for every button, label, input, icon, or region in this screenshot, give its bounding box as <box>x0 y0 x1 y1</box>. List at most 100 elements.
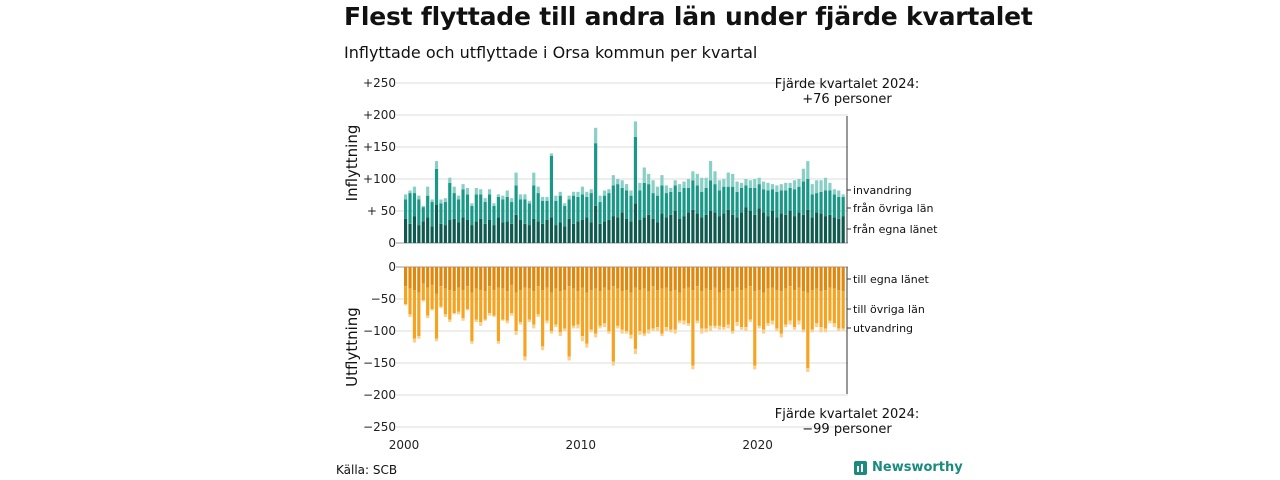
bar-out-2 <box>563 328 567 331</box>
y-tick-label: −150 <box>363 356 396 370</box>
bar-out-1 <box>739 290 744 328</box>
bar-out-1 <box>487 286 492 314</box>
bar-in-1 <box>695 185 699 214</box>
bar-out-2 <box>594 333 598 338</box>
bar-out-2 <box>642 333 646 337</box>
bar-out-2 <box>810 329 814 333</box>
y-tick-label: +150 <box>363 140 396 154</box>
bar-out-1 <box>638 290 642 331</box>
bar-out-2 <box>686 323 691 326</box>
bar-out-1 <box>642 288 646 334</box>
bar-in-1 <box>510 202 514 224</box>
bar-out-2 <box>589 329 593 333</box>
bar-in-0 <box>660 213 664 243</box>
bar-in-0 <box>695 213 699 243</box>
bar-in-2 <box>426 186 430 196</box>
bar-out-0 <box>823 267 828 291</box>
bar-in-0 <box>527 225 531 243</box>
bar-in-1 <box>479 194 483 219</box>
bar-in-1 <box>762 189 766 213</box>
bar-out-1 <box>810 290 814 330</box>
bar-out-0 <box>457 267 461 288</box>
bar-out-0 <box>602 267 607 288</box>
bar-out-2 <box>430 309 434 311</box>
bar-in-0 <box>713 212 717 243</box>
bar-in-0 <box>757 208 761 243</box>
bar-out-2 <box>571 325 576 329</box>
bar-in-1 <box>541 200 545 224</box>
bar-out-2 <box>510 313 514 316</box>
bar-in-2 <box>443 198 447 203</box>
bar-in-2 <box>527 200 531 204</box>
bar-in-1 <box>660 185 664 214</box>
bar-in-0 <box>686 212 691 243</box>
bar-out-1 <box>704 288 708 329</box>
bar-in-0 <box>474 221 478 243</box>
bar-in-2 <box>532 172 536 186</box>
bar-in-2 <box>496 194 500 197</box>
bar-in-1 <box>766 190 770 217</box>
bar-in-0 <box>479 218 483 243</box>
bar-in-2 <box>523 194 527 200</box>
bar-in-2 <box>510 198 514 203</box>
bar-in-0 <box>766 216 770 243</box>
bar-in-0 <box>625 218 629 243</box>
bar-out-0 <box>753 267 757 292</box>
bar-out-0 <box>421 267 425 284</box>
bar-in-2 <box>735 181 739 192</box>
bar-out-2 <box>722 327 726 330</box>
bar-out-2 <box>819 327 823 333</box>
bar-in-0 <box>457 222 461 243</box>
bar-out-0 <box>580 267 584 288</box>
bar-out-2 <box>523 356 527 361</box>
bar-out-2 <box>434 338 439 342</box>
bar-in-0 <box>770 211 775 243</box>
bar-out-2 <box>514 331 518 335</box>
bar-in-0 <box>704 214 708 243</box>
bar-in-2 <box>434 161 439 169</box>
bar-in-0 <box>567 218 571 243</box>
bar-in-0 <box>430 226 434 243</box>
bar-out-2 <box>505 320 509 324</box>
bar-in-0 <box>523 223 527 243</box>
bar-in-0 <box>633 203 638 243</box>
bar-in-0 <box>611 216 615 243</box>
bar-in-0 <box>421 221 425 243</box>
bar-out-0 <box>664 267 668 288</box>
bar-in-2 <box>801 168 805 182</box>
bar-out-2 <box>549 331 554 334</box>
bar-out-2 <box>457 311 461 315</box>
bar-out-0 <box>792 267 797 291</box>
bar-out-1 <box>439 286 443 307</box>
bar-out-2 <box>638 331 642 335</box>
bar-in-2 <box>452 186 456 194</box>
bar-out-1 <box>607 290 611 331</box>
bar-out-0 <box>616 267 620 289</box>
bar-in-1 <box>837 196 841 219</box>
bar-in-2 <box>483 198 487 203</box>
bar-in-0 <box>563 226 567 243</box>
bar-out-2 <box>837 328 841 331</box>
bar-in-0 <box>501 222 505 243</box>
bar-in-1 <box>735 191 739 218</box>
bar-in-0 <box>664 217 668 243</box>
bar-out-1 <box>832 288 836 324</box>
bar-out-0 <box>708 267 713 291</box>
bar-out-0 <box>770 267 775 288</box>
bar-in-0 <box>801 214 805 243</box>
bar-out-0 <box>598 267 602 292</box>
bar-in-0 <box>673 211 677 243</box>
bar-out-0 <box>766 267 770 289</box>
bar-out-1 <box>735 287 739 323</box>
bar-in-2 <box>642 167 646 183</box>
bar-out-2 <box>602 323 607 328</box>
bar-out-1 <box>430 284 434 310</box>
bar-in-2 <box>549 153 554 156</box>
bar-out-0 <box>788 267 792 287</box>
bar-in-0 <box>408 223 412 243</box>
bar-out-0 <box>815 267 819 289</box>
bar-out-2 <box>629 334 633 339</box>
bar-in-0 <box>443 225 447 243</box>
bar-in-1 <box>461 189 465 218</box>
bar-out-2 <box>832 323 836 328</box>
